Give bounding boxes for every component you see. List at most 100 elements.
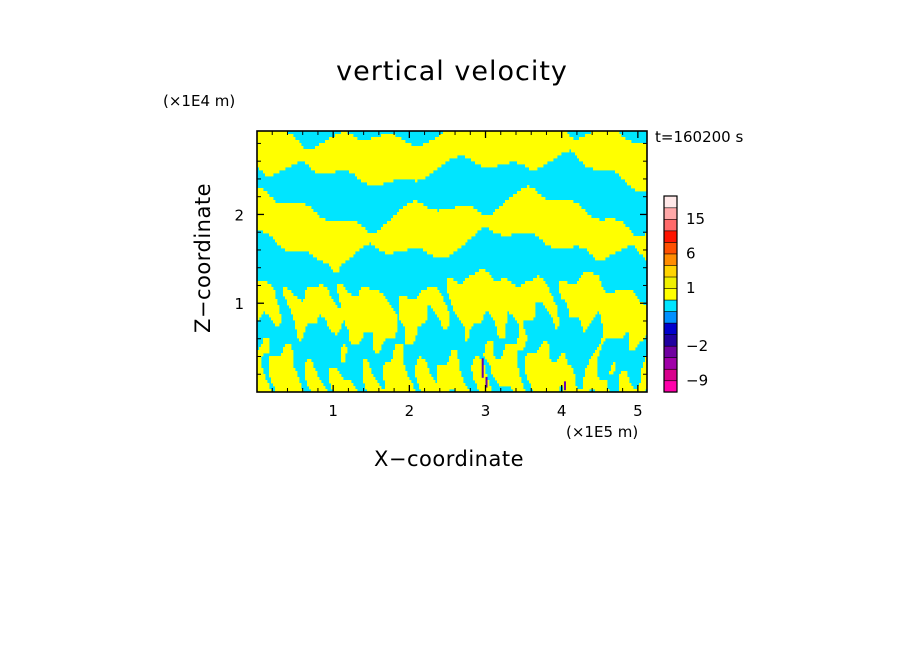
updraft-cell xyxy=(509,197,546,201)
updraft-cell xyxy=(275,386,302,390)
x-axis-label: X−coordinate xyxy=(374,447,524,471)
updraft-cell xyxy=(451,299,554,303)
updraft-cell xyxy=(257,296,276,300)
updraft-cell xyxy=(447,290,550,294)
updraft-cell xyxy=(611,368,616,372)
strong-downdraft-mark xyxy=(563,381,566,391)
updraft-cell xyxy=(393,215,592,219)
colorbar-segment xyxy=(663,253,678,266)
updraft-cell xyxy=(257,194,270,198)
updraft-cell xyxy=(497,326,506,330)
updraft-cell xyxy=(295,320,318,324)
updraft-cell xyxy=(513,389,526,392)
updraft-cell xyxy=(363,365,370,369)
colorbar-segment xyxy=(663,264,678,278)
updraft-cell xyxy=(615,170,647,174)
updraft-cell xyxy=(593,353,600,357)
updraft-cell xyxy=(627,182,647,186)
updraft-cell xyxy=(357,176,426,180)
updraft-cell xyxy=(257,281,268,285)
updraft-cell xyxy=(257,383,270,387)
updraft-cell xyxy=(569,308,647,312)
updraft-cell xyxy=(399,302,446,306)
updraft-cell xyxy=(405,326,418,330)
updraft-cell xyxy=(257,203,306,207)
updraft-cell xyxy=(635,188,647,192)
updraft-cell xyxy=(527,377,576,381)
updraft-cell xyxy=(417,296,444,300)
updraft-cell xyxy=(297,335,304,339)
updraft-cell xyxy=(513,194,542,198)
updraft-cell xyxy=(519,329,526,333)
updraft-cell xyxy=(257,371,264,375)
updraft-cell xyxy=(257,365,262,369)
updraft-cell xyxy=(275,389,304,392)
updraft-cell xyxy=(645,359,647,363)
updraft-cell xyxy=(349,170,434,174)
updraft-cell xyxy=(603,326,647,330)
updraft-cell xyxy=(363,362,370,366)
updraft-cell xyxy=(257,134,294,138)
updraft-cell xyxy=(605,218,616,222)
updraft-cell xyxy=(325,317,398,321)
updraft-cell xyxy=(483,353,494,357)
updraft-cell xyxy=(281,245,364,249)
updraft-cell xyxy=(399,296,408,300)
updraft-cell xyxy=(341,305,392,309)
updraft-cell xyxy=(371,137,402,141)
updraft-cell xyxy=(281,353,294,357)
updraft-cell xyxy=(269,359,294,363)
updraft-cell xyxy=(601,320,647,324)
updraft-cell xyxy=(343,344,346,348)
updraft-cell xyxy=(307,287,328,291)
updraft-cell xyxy=(257,137,296,141)
updraft-cell xyxy=(423,248,458,252)
updraft-cell xyxy=(537,275,540,279)
updraft-cell xyxy=(333,269,340,273)
updraft-cell xyxy=(485,347,494,351)
updraft-cell xyxy=(463,281,512,285)
updraft-cell xyxy=(583,386,608,390)
updraft-cell xyxy=(629,341,640,345)
updraft-cell xyxy=(377,230,478,234)
updraft-cell xyxy=(567,305,647,309)
updraft-cell xyxy=(489,311,508,315)
updraft-cell xyxy=(487,359,518,363)
updraft-cell xyxy=(441,323,450,327)
updraft-cell xyxy=(575,152,647,156)
x-tick-label: 2 xyxy=(405,402,415,420)
updraft-cell xyxy=(297,329,306,333)
updraft-cell xyxy=(499,383,524,387)
updraft-cell xyxy=(385,380,412,384)
updraft-cell xyxy=(515,317,534,321)
updraft-cell xyxy=(273,320,282,324)
updraft-cell xyxy=(363,380,378,384)
updraft-cell xyxy=(451,302,536,306)
updraft-cell xyxy=(415,179,418,183)
updraft-cell xyxy=(449,296,554,300)
updraft-cell xyxy=(433,308,448,312)
updraft-cell xyxy=(399,311,428,315)
updraft-cell xyxy=(581,320,592,324)
updraft-cell xyxy=(447,287,550,291)
updraft-cell xyxy=(619,173,647,177)
updraft-cell xyxy=(637,248,647,252)
updraft-cell xyxy=(453,305,536,309)
updraft-cell xyxy=(415,365,428,369)
updraft-cell xyxy=(569,314,596,318)
updraft-cell xyxy=(547,308,558,312)
updraft-cell xyxy=(257,155,458,159)
updraft-cell xyxy=(257,146,304,150)
updraft-cell xyxy=(529,380,576,384)
updraft-cell xyxy=(335,332,338,336)
updraft-cell xyxy=(383,371,408,375)
updraft-cell xyxy=(541,344,550,348)
updraft-cell xyxy=(501,278,508,282)
updraft-cell xyxy=(563,389,590,392)
updraft-cell xyxy=(419,293,442,297)
updraft-cell xyxy=(381,134,396,138)
updraft-cell xyxy=(307,380,322,384)
updraft-cell xyxy=(579,278,600,282)
updraft-cell xyxy=(603,323,647,327)
updraft-cell xyxy=(305,290,330,294)
